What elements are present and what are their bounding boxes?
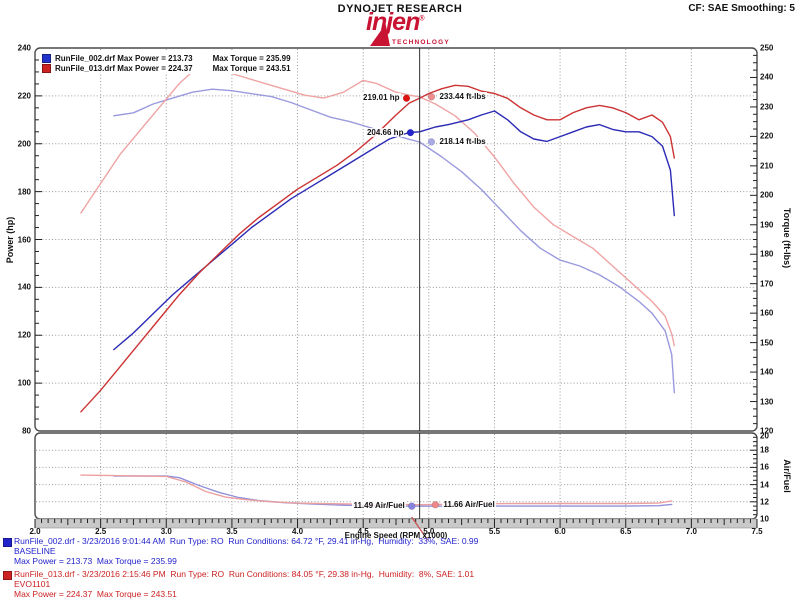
torque-tick-label: 160 (760, 308, 774, 318)
rpm-tick-label: 7.0 (685, 527, 697, 536)
dyno-curves (80, 66, 675, 507)
torque-tick-label: 210 (760, 161, 774, 171)
airfuel-tick-label: 16 (760, 462, 769, 472)
power-tick-label: 80 (22, 426, 31, 436)
torque-tick-label: 250 (760, 43, 774, 53)
legend: RunFile_002.drf Max Power = 213.73 Max T… (39, 52, 294, 74)
power-tick-label: 140 (17, 282, 31, 292)
power-tick-label: 120 (17, 330, 31, 340)
airfuel-tick-label: 14 (760, 480, 769, 490)
rpm-tick-label: 7.5 (751, 527, 763, 536)
torque-tick-label: 140 (760, 367, 774, 377)
torque-tick-label: 120 (760, 426, 774, 436)
airfuel-tick-label: 12 (760, 497, 769, 507)
run2-conditions: RunFile_013.drf - 3/23/2016 2:15:46 PM R… (14, 569, 475, 579)
run2-swatch (3, 571, 12, 580)
torque-tick-label: 150 (760, 338, 774, 348)
legend-swatch-red (42, 63, 51, 73)
annotation-label: 233.44 ft-lbs (438, 91, 487, 101)
annotation-label: 219.01 hp (362, 93, 401, 103)
rpm-tick-label: 5.0 (423, 527, 435, 536)
app-title: DYNOJET RESEARCH (337, 3, 463, 15)
torque-tick-label: 170 (760, 279, 774, 289)
torque-tick-label: 220 (760, 131, 774, 141)
power-tick-label: 220 (17, 91, 31, 101)
legend-swatch-blue (42, 53, 51, 63)
power-tick-label: 160 (17, 235, 31, 244)
torque-tick-label: 200 (760, 190, 774, 200)
power-tick-label: 180 (17, 187, 31, 197)
rpm-tick-label: 4.5 (357, 527, 369, 536)
power-tick-label: 200 (17, 139, 31, 149)
annotation-label: 204.66 hp (365, 127, 405, 137)
x-axis-label: Engine Speed (RPM x1000) (344, 531, 448, 540)
logo-text: injen® (366, 8, 425, 37)
legend-label: RunFile_013.drf Max Power = 224.37 (55, 63, 193, 73)
run1-conditions: RunFile_002.drf - 3/23/2016 9:01:44 AM R… (14, 536, 479, 546)
injen-logo: injen® TECHNOLOGY (358, 8, 450, 48)
torque-tick-label: 240 (760, 72, 774, 82)
legend-label: RunFile_002.drf Max Power = 213.73 (55, 53, 193, 63)
power-tick-label: 240 (17, 43, 31, 53)
annotation-dot (431, 501, 440, 509)
cursor-leader-mark (411, 516, 429, 541)
annotation-dot (427, 138, 436, 146)
annotation-dot (406, 128, 415, 137)
run1-max-values: Max Power = 213.73 Max Torque = 235.99 (14, 556, 177, 566)
main-plot-frame (34, 47, 758, 432)
legend-torque-label: Max Torque = 243.51 (212, 63, 291, 73)
airfuel-tick-label: 18 (760, 445, 769, 455)
run2-name: EVO1101 (14, 579, 51, 589)
rpm-tick-label: 3.0 (160, 527, 172, 536)
legend-row-runfile-002: RunFile_002.drf Max Power = 213.73 Max T… (42, 53, 291, 63)
rpm-tick-label: 6.0 (554, 527, 566, 536)
run1-swatch (3, 538, 12, 547)
logo-wordmark: injen (366, 8, 420, 36)
rpm-tick-label: 6.5 (620, 527, 632, 536)
torque-tick-label: 180 (760, 249, 774, 259)
run1-name: BASELINE (14, 546, 56, 556)
airfuel-tick-label: 10 (760, 514, 769, 524)
torque-tick-label: 130 (760, 397, 774, 407)
rpm-tick-label: 3.5 (226, 527, 238, 536)
torque-axis-label: Torque (ft-lbs) (782, 207, 792, 269)
grid-lines (36, 49, 756, 518)
registered-mark-icon: ® (419, 15, 424, 23)
annotation-dot (408, 502, 416, 510)
legend-torque-label: Max Torque = 235.99 (212, 53, 291, 63)
annotation-dot (427, 93, 436, 101)
logo-subtext: TECHNOLOGY (392, 39, 450, 46)
power-axis-label: Power (hp) (5, 216, 15, 264)
correction-smoothing-label: CF: SAE Smoothing: 5 (688, 3, 795, 14)
airfuel-tick-label: 20 (760, 431, 769, 441)
annotation-label: 11.66 Air/Fuel (442, 499, 496, 509)
rpm-tick-label: 2.5 (95, 527, 107, 536)
annotation-label: 218.14 ft-lbs (438, 136, 487, 146)
curve-torque (113, 88, 675, 394)
rpm-tick-label: 2.0 (29, 527, 41, 536)
curve-power (80, 84, 675, 413)
rpm-tick-label: 5.5 (488, 527, 501, 536)
annotation-dot (402, 94, 411, 102)
power-tick-label: 100 (17, 378, 31, 388)
legend-row-runfile-013: RunFile_013.drf Max Power = 224.37 Max T… (42, 63, 291, 73)
axis-ticks (34, 54, 758, 528)
curve-power (113, 110, 675, 351)
rpm-tick-label: 4.0 (291, 527, 304, 536)
airfuel-axis-label: Air/Fuel (782, 459, 792, 493)
run2-max-values: Max Power = 224.37 Max Torque = 243.51 (14, 589, 177, 599)
annotation-label: 11.49 Air/Fuel (352, 501, 406, 511)
curve-airfuel (80, 474, 673, 506)
torque-tick-label: 190 (760, 220, 774, 230)
curve-torque (80, 66, 675, 347)
torque-tick-label: 230 (760, 102, 774, 112)
